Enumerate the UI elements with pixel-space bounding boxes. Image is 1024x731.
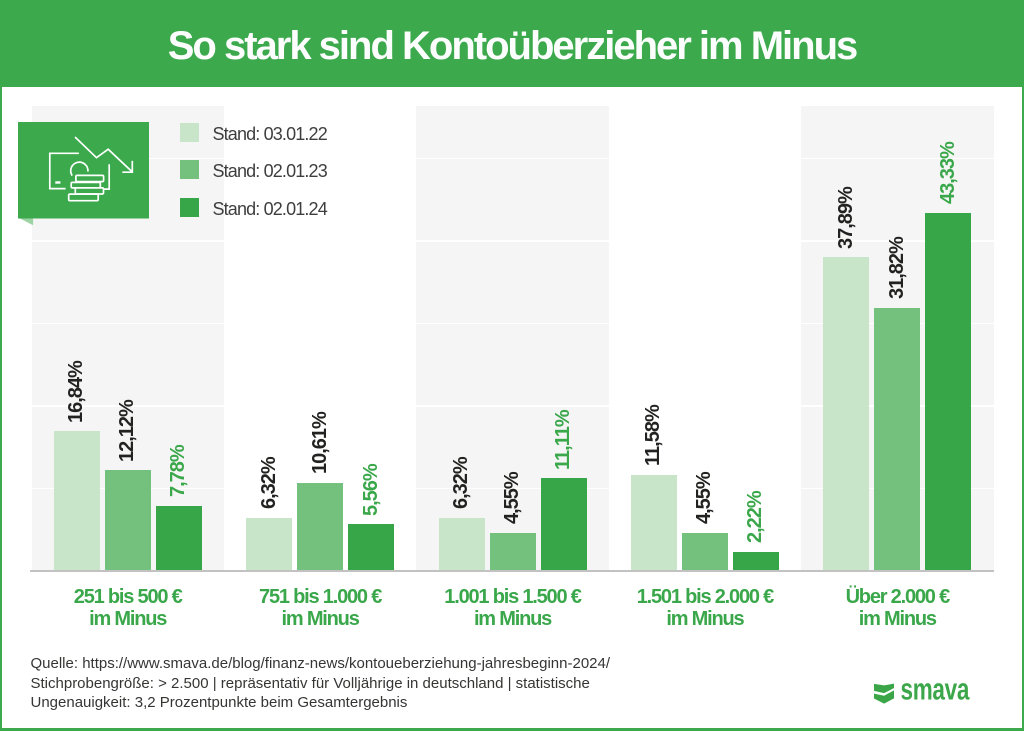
svg-text:smava: smava <box>900 672 969 706</box>
